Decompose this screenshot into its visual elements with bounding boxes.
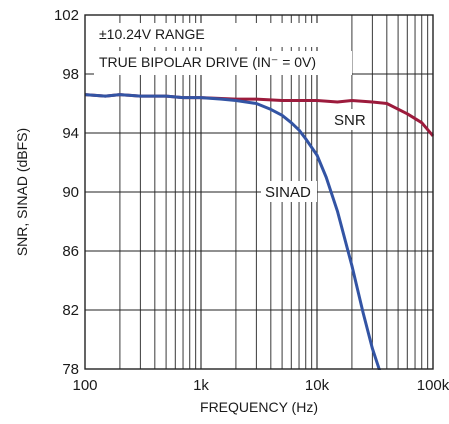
x-axis-label: FREQUENCY (Hz) [200,399,318,415]
series-label-snr-bg [330,109,366,130]
tick-labels: 78 82 86 90 94 98 102 100 1k 10k 100k [54,7,449,394]
y-tick-label: 98 [62,66,79,83]
x-tick-label: 1k [193,377,209,394]
series-line-snr [84,93,435,137]
y-tick-label: 82 [62,302,79,319]
series-label-sinad: SINAD [265,184,311,201]
annotation-range-bg [94,23,322,47]
plot-frame [80,14,438,390]
y-axis-label: SNR, SINAD (dBFS) [14,128,30,256]
series-label-sinad-bg [261,181,317,202]
series-line-sinad [84,93,382,373]
chart-series [84,93,435,373]
series-label-snr: SNR [334,112,366,129]
annotation-drive-bg [94,51,352,75]
annotation-drive: TRUE BIPOLAR DRIVE (IN⁻ = 0V) [99,54,316,70]
bottom-mask [80,370,438,390]
y-tick-label: 78 [62,361,79,378]
x-tick-label: 10k [305,377,330,394]
y-tick-label: 86 [62,243,79,260]
annotation-range: ±10.24V RANGE [99,26,205,42]
x-tick-label: 100 [72,377,97,394]
plot-border [84,14,434,370]
x-tick-label: 100k [417,377,449,394]
y-tick-label: 94 [62,125,79,142]
y-tick-label: 102 [54,7,79,24]
y-tick-label: 90 [62,184,79,201]
